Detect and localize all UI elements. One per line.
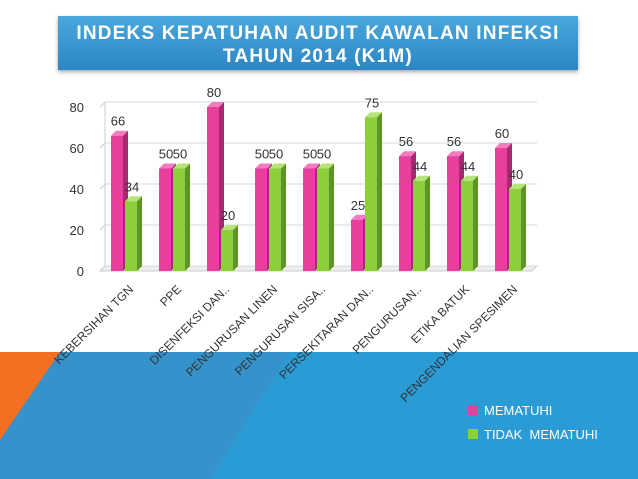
data-label: 75 [365,95,379,110]
bar-tidak-mematuhi [125,201,137,271]
slide-title-box: INDEKS KEPATUHAN AUDIT KAWALAN INFEKSI T… [58,16,578,70]
bar-tidak-mematuhi [317,168,329,271]
bar-top-0 [207,102,224,107]
bar-side-1 [185,163,190,271]
bar-side-1 [281,163,286,271]
chart-legend: MEMATUHI TIDAK MEMATUHI [468,398,598,446]
bar-mematuhi [495,148,507,271]
data-label: 44 [413,159,427,174]
x-category-label: PPE [157,282,184,309]
bar-side-1 [233,225,238,271]
bar-top-0 [495,143,512,148]
slide-title-line1: INDEKS KEPATUHAN AUDIT KAWALAN INFEKSI [76,23,560,44]
bar-top-1 [173,163,190,169]
grid-depth-4 [99,101,106,108]
bar-mematuhi [207,107,219,271]
y-tick-label: 0 [77,264,84,279]
grid-depth-0 [99,265,106,272]
grid-depth-2 [99,183,106,190]
legend-item-tidak-mematuhi: TIDAK MEMATUHI [468,422,598,446]
bar-side-1 [521,184,526,271]
x-category-label: PERSEKITARAN DAN.. [276,282,376,382]
bar-top-1 [317,163,334,169]
data-label: 56 [399,134,413,149]
bar-side-1 [425,175,430,271]
y-tick-label: 40 [70,182,84,197]
data-label: 50 [159,147,173,162]
bar-tidak-mematuhi [365,117,377,271]
bar-top-0 [399,151,416,157]
deco-orange-triangle [0,352,60,440]
bar-side-1 [473,175,478,271]
y-tick-label: 20 [70,223,84,238]
bar-tidak-mematuhi [221,230,233,271]
bar-mematuhi [351,219,363,271]
bar-top-1 [125,196,142,202]
bar-side-1 [377,112,382,271]
bar-tidak-mematuhi [461,180,473,271]
legend-swatch-mematuhi [468,405,478,415]
bar-tidak-mematuhi [173,168,185,271]
data-label: 50 [173,147,187,162]
slide-title-line2: TAHUN 2014 (K1M) [223,46,413,67]
bar-top-0 [255,163,272,169]
bar-mematuhi [255,168,267,271]
data-label: 80 [207,85,221,100]
data-label: 56 [447,134,461,149]
data-label: 66 [111,114,125,129]
bar-top-1 [413,175,430,181]
bar-side-1 [137,196,142,271]
data-label: 44 [461,159,475,174]
chart-bars [111,102,526,271]
data-label: 25 [351,198,365,213]
bar-mematuhi [399,156,411,271]
legend-item-mematuhi: MEMATUHI [468,398,598,422]
legend-swatch-tidak-mematuhi [468,429,478,439]
data-label: 60 [495,126,509,141]
data-label: 50 [255,147,269,162]
bar-mematuhi [303,168,315,271]
bar-mematuhi [111,135,123,271]
y-tick-label: 60 [70,141,84,156]
bar-top-1 [269,163,286,169]
data-label: 50 [303,147,317,162]
data-label: 34 [125,179,139,194]
x-category-label: PENGURUSAN LINEN [183,282,280,379]
bar-top-1 [365,112,382,118]
data-label: 20 [221,208,235,223]
bar-top-0 [447,151,464,157]
bar-top-1 [461,175,478,181]
bar-mematuhi [447,156,459,271]
bar-mematuhi [159,168,171,271]
x-category-label: KEBERSIHAN TGN [51,282,136,367]
bar-tidak-mematuhi [269,168,281,271]
x-category-label: PENGURUSAN SISA.. [232,282,328,378]
data-label: 40 [509,167,523,182]
bar-tidak-mematuhi [413,180,425,271]
y-tick-label: 80 [70,100,84,115]
grid-depth-3 [99,142,106,149]
bar-top-1 [221,225,238,230]
data-label: 50 [269,147,283,162]
data-label: 50 [317,147,331,162]
bar-top-1 [509,184,526,189]
bar-top-0 [303,163,320,169]
bar-top-0 [111,130,128,136]
legend-label-mematuhi: MEMATUHI [484,402,553,418]
bar-tidak-mematuhi [509,189,521,271]
deco-blue-dark [0,352,290,479]
bar-side-1 [329,163,334,271]
bar-top-0 [159,163,176,169]
legend-label-tidak-mematuhi: TIDAK MEMATUHI [484,426,598,442]
bar-top-0 [351,214,368,220]
grid-depth-1 [99,224,106,231]
x-category-label: DISENFEKSI DAN.. [147,282,232,367]
